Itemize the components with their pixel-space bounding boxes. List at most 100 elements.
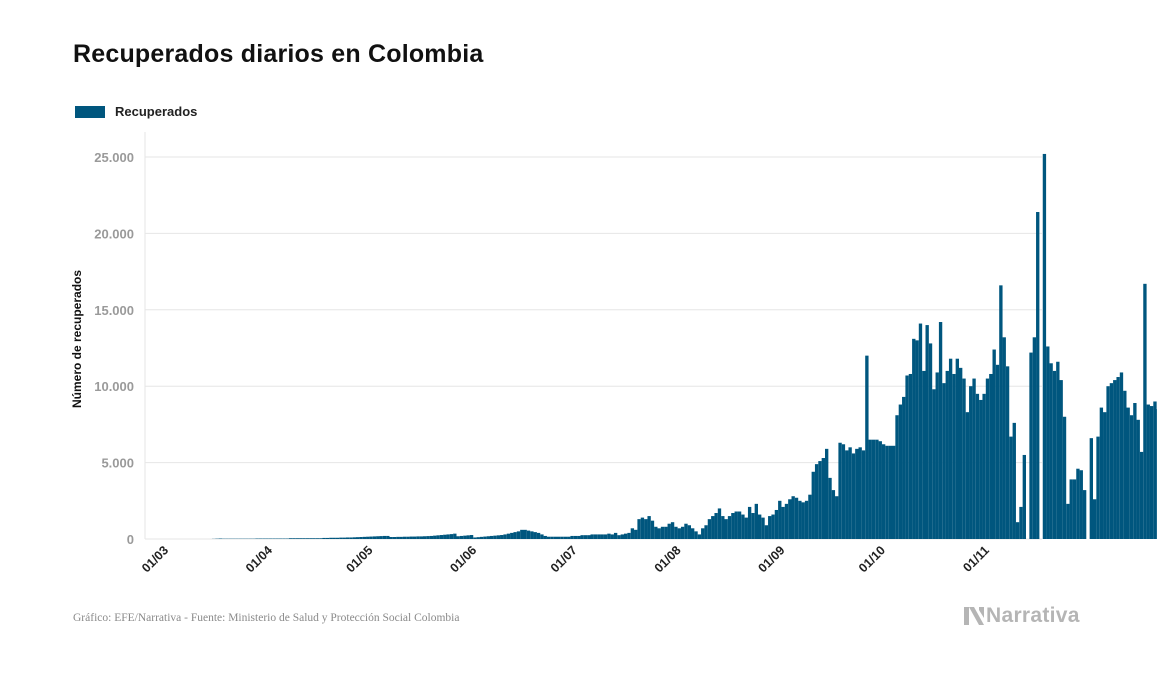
bar	[533, 532, 537, 539]
bar	[349, 537, 353, 539]
y-tick-label: 5.000	[101, 456, 134, 471]
bar	[1049, 363, 1053, 539]
bar	[711, 516, 715, 539]
bar	[1153, 401, 1157, 539]
legend: Recuperados	[75, 104, 197, 119]
bar	[674, 526, 678, 539]
bar	[1123, 390, 1127, 539]
bar	[952, 373, 956, 539]
bar	[1119, 372, 1124, 539]
bar	[463, 535, 467, 539]
bar	[948, 358, 953, 539]
bar	[969, 386, 973, 539]
bar	[694, 531, 698, 539]
bar	[356, 537, 360, 539]
bar	[449, 534, 454, 539]
bar	[379, 536, 383, 539]
bar	[915, 340, 919, 539]
bar	[781, 506, 785, 539]
bar	[479, 536, 484, 539]
bar	[1103, 412, 1107, 539]
bar	[476, 537, 480, 539]
bar	[1133, 403, 1137, 539]
bar	[563, 536, 568, 539]
bar	[982, 393, 986, 539]
bar	[992, 349, 996, 539]
bar	[975, 393, 980, 539]
bar	[369, 536, 373, 539]
bar	[654, 526, 658, 539]
bar	[597, 534, 601, 539]
bar	[798, 500, 802, 539]
bar	[305, 538, 310, 539]
bar	[1019, 506, 1023, 539]
bar	[754, 503, 758, 539]
x-tick-label: 01/10	[856, 543, 888, 575]
bar	[473, 537, 477, 539]
x-tick-label: 01/06	[447, 543, 479, 575]
bar	[540, 534, 544, 539]
bar	[647, 516, 651, 539]
bar	[858, 447, 862, 539]
y-axis-label: Número de recuperados	[70, 270, 84, 408]
bar	[871, 439, 876, 539]
bar	[865, 355, 869, 539]
bar	[1116, 377, 1120, 539]
x-axis-ticks: 01/03 01/04 01/05 01/06 01/07 01/08 01/09 01/10…	[139, 543, 992, 575]
bar	[295, 538, 300, 539]
bar	[935, 372, 939, 539]
bar	[634, 529, 638, 539]
bar	[530, 531, 534, 539]
bar	[768, 516, 772, 539]
bar	[319, 538, 323, 539]
bar	[490, 535, 494, 539]
bar	[845, 450, 849, 539]
bar	[580, 535, 584, 539]
bar	[322, 537, 326, 539]
bar	[1069, 479, 1073, 539]
bar	[764, 525, 769, 539]
bar	[342, 537, 346, 539]
bar	[446, 534, 450, 539]
bar	[1005, 366, 1010, 539]
bar	[553, 536, 557, 539]
bar	[637, 519, 641, 539]
bar	[1032, 337, 1037, 539]
bar	[567, 536, 571, 539]
bar	[972, 378, 976, 539]
bar	[1015, 522, 1020, 539]
bar	[587, 535, 591, 539]
bar	[680, 526, 685, 539]
bar	[861, 450, 866, 539]
bar	[918, 323, 923, 539]
bar	[416, 536, 420, 539]
bar	[687, 525, 691, 539]
bar	[546, 536, 551, 539]
bar	[758, 514, 762, 539]
bar	[650, 520, 655, 539]
bar	[701, 528, 705, 539]
bar	[902, 396, 906, 539]
bar	[409, 536, 413, 539]
bar	[570, 535, 574, 539]
bar	[784, 503, 789, 539]
bar	[600, 534, 604, 539]
bar	[640, 517, 645, 539]
y-axis-ticks: 0 5.000 10.000 15.000 20.000 25.000	[94, 150, 134, 547]
bar	[520, 529, 524, 539]
bar	[885, 445, 889, 539]
bar	[362, 536, 367, 539]
bar	[536, 532, 541, 539]
bar	[962, 378, 966, 539]
bar	[1136, 419, 1140, 539]
bar	[526, 530, 531, 539]
bar	[332, 537, 336, 539]
x-tick-label: 01/03	[139, 543, 171, 575]
bar	[761, 517, 765, 539]
bar	[1149, 406, 1154, 539]
bar	[804, 500, 809, 539]
bar	[908, 373, 913, 539]
brand-logo: Narrativa	[964, 604, 1080, 628]
bar	[925, 325, 929, 539]
bar	[848, 447, 852, 539]
